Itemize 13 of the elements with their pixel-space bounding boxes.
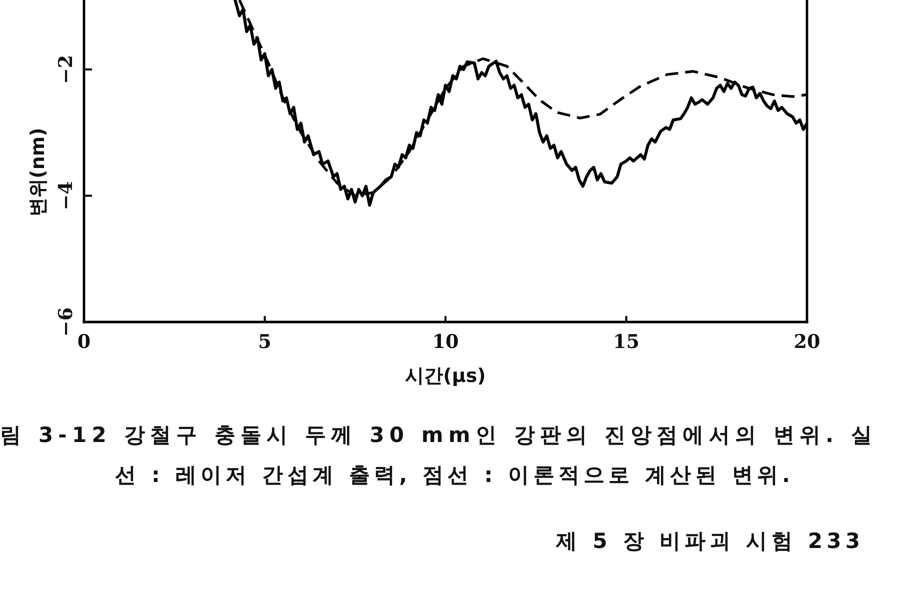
text: 제 5 장 비파괴 시험 233 [555,529,860,553]
y-tick-label: −6 [55,307,77,337]
x-tick-label: 20 [794,331,820,353]
x-tick-label: 5 [258,331,272,353]
y-tick-label: −2 [55,54,77,84]
y-axis-title: 변위(nm) [27,128,49,216]
text: 림 3-12 강철구 충돌시 두께 30 mm인 강판의 진앙점에서의 변위. 실 [0,423,872,447]
x-tick-label: 15 [613,331,640,353]
x-tick-label: 10 [432,331,459,353]
x-axis-title: 시간(μs) [405,365,486,387]
y-tick-label: −4 [55,181,77,210]
x-tick-label: 0 [77,331,91,353]
text: 선 : 레이저 간섭계 출력, 점선 : 이론적으로 계산된 변위. [115,463,790,487]
